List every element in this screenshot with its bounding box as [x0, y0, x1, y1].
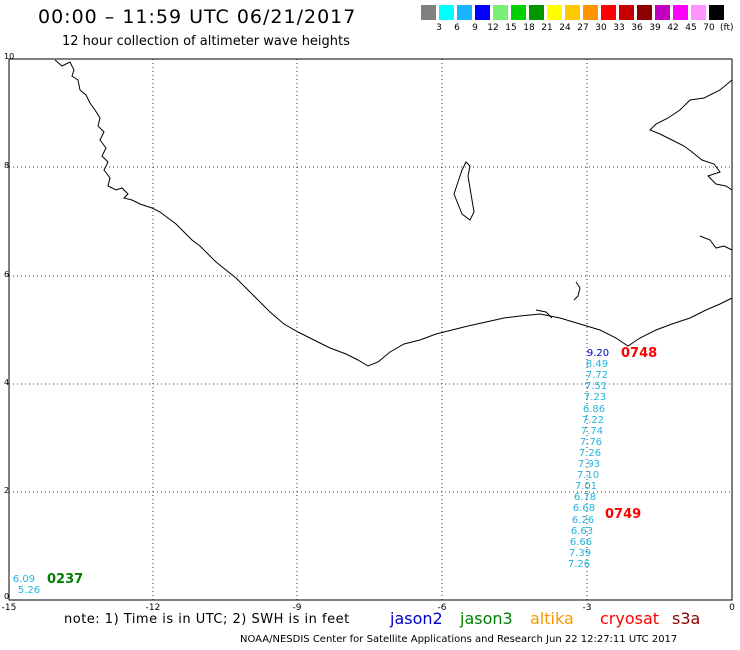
wave-height-value: 6.78: [573, 492, 597, 504]
color-swatch: [475, 5, 490, 20]
color-swatch: [511, 5, 526, 20]
color-swatch: [601, 5, 616, 20]
color-scale-tick: 45: [685, 23, 697, 33]
track-time-label: 0749: [605, 507, 642, 522]
y-tick-label: 10: [4, 52, 15, 61]
wave-height-value: 7.26: [578, 447, 602, 459]
footnote: note: 1) Time is in UTC; 2) SWH is in fe…: [64, 612, 350, 627]
color-scale-tick: 27: [577, 23, 589, 33]
color-scale-tick: 15: [505, 23, 517, 33]
y-tick-label: 0: [4, 592, 10, 601]
color-scale-tick: 39: [649, 23, 661, 33]
wave-height-value: 7.10: [576, 470, 600, 482]
x-tick-label: -3: [582, 603, 592, 613]
wave-height-value: 7.76: [579, 436, 603, 448]
map-grid: [9, 59, 732, 600]
y-tick-label: 6: [4, 270, 10, 279]
color-swatch: [439, 5, 454, 20]
color-scale-unit: (ft): [720, 23, 734, 33]
color-swatch: [421, 5, 436, 20]
wave-height-value: 7.01: [574, 481, 598, 493]
wave-height-value: 6.09: [12, 574, 36, 585]
wave-height-value: 7.51: [584, 381, 608, 393]
wave-height-value: 5.26: [17, 585, 41, 596]
x-tick-label: -12: [145, 603, 161, 613]
color-scale-tick: 21: [541, 23, 553, 33]
track-time-label-sw: 0237: [47, 572, 84, 587]
wave-height-value: 6.63: [570, 525, 594, 537]
wave-height-value: 6.86: [582, 403, 606, 415]
color-swatch: [709, 5, 724, 20]
y-tick-label: 8: [4, 161, 10, 170]
color-scale-tick: 42: [667, 23, 679, 33]
satellite-label-s3a: s3a: [672, 609, 701, 628]
color-swatch: [637, 5, 652, 20]
wave-height-value: 7.22: [581, 414, 605, 426]
satellite-label-cryosat: cryosat: [600, 609, 660, 628]
satellite-label-jason3: jason3: [460, 609, 513, 628]
color-scale-tick: 33: [613, 23, 625, 33]
wave-height-value: 7.39: [568, 547, 592, 559]
wave-height-value: 7.23: [583, 392, 607, 404]
y-tick-label: 4: [4, 378, 10, 387]
color-scale-tick: 30: [595, 23, 607, 33]
track-time-label: 0748: [621, 346, 658, 361]
x-tick-label: -6: [437, 603, 447, 613]
color-scale-tick: 24: [559, 23, 571, 33]
color-scale-tick: 12: [487, 23, 499, 33]
color-scale-tick: 18: [523, 23, 535, 33]
credit-line: NOAA/NESDIS Center for Satellite Applica…: [240, 634, 678, 645]
color-swatch: [547, 5, 562, 20]
color-swatch: [655, 5, 670, 20]
satellite-label-altika: altika: [530, 609, 574, 628]
map-subtitle: 12 hour collection of altimeter wave hei…: [62, 34, 350, 49]
color-swatch: [565, 5, 580, 20]
color-scale-tick: 36: [631, 23, 643, 33]
wave-height-value: 6.66: [569, 536, 593, 548]
color-scale-tick: 6: [454, 23, 460, 33]
satellite-label-jason2: jason2: [390, 609, 443, 628]
color-swatch: [493, 5, 508, 20]
color-swatch: [457, 5, 472, 20]
x-tick-label: -9: [292, 603, 302, 613]
wave-height-value: 6.26: [571, 514, 595, 526]
map-frame: [8, 58, 733, 601]
x-tick-label: 0: [729, 603, 735, 613]
y-tick-label: 2: [4, 486, 10, 495]
color-swatch: [619, 5, 634, 20]
wave-height-value: 7.72: [585, 370, 609, 382]
color-scale-tick: 70: [703, 23, 715, 33]
map-title: 00:00 – 11:59 UTC 06/21/2017: [38, 6, 357, 28]
wave-height-value: 8.49: [585, 359, 609, 371]
color-swatch: [529, 5, 544, 20]
color-scale-tick: 9: [472, 23, 478, 33]
wave-height-value: 7.74: [580, 425, 604, 437]
wave-height-value: 6.68: [572, 503, 596, 515]
wave-height-value: 7.26: [567, 558, 591, 570]
color-swatch: [691, 5, 706, 20]
coastline: [54, 59, 733, 367]
color-swatch: [583, 5, 598, 20]
color-swatch: [673, 5, 688, 20]
color-scale-tick: 3: [436, 23, 442, 33]
wave-height-value: 7.93: [577, 459, 601, 470]
x-tick-label: -15: [1, 603, 17, 613]
wave-height-value: 9.20: [586, 348, 610, 359]
